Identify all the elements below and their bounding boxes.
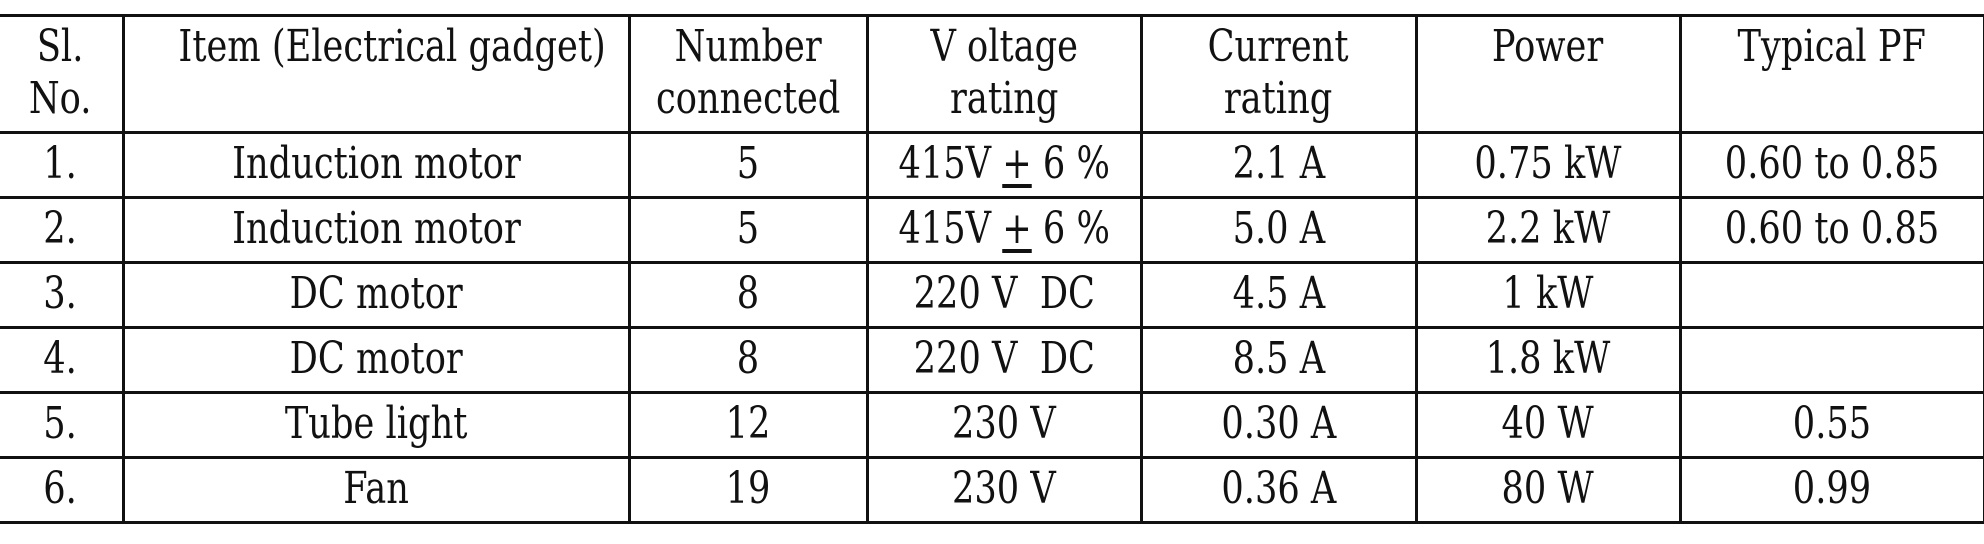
cell-pf: 0.55 xyxy=(1678,391,1984,459)
cell-voltage: 220 V DC xyxy=(865,326,1143,394)
cell-current: 2.1 A xyxy=(1139,131,1418,199)
cell-voltage: 230 V xyxy=(865,391,1143,459)
electrical-gadgets-table: Sl. No. Item (Electrical gadget) Number co… xyxy=(0,14,1984,524)
cell-sl-no: 5. xyxy=(0,391,125,459)
cell-current: 0.36 A xyxy=(1139,456,1418,524)
cell-power: 2.2 kW xyxy=(1414,196,1682,264)
cell-voltage: 220 V DC xyxy=(865,261,1143,329)
table-row: 3. DC motor 8 220 V DC 4.5 A 1 kW xyxy=(0,261,1984,329)
cell-item: Fan xyxy=(121,456,631,524)
cell-number: 12 xyxy=(627,391,869,459)
table-row: 2. Induction motor 5 415V + 6 % 5.0 A 2.… xyxy=(0,196,1984,264)
table-row: 1. Induction motor 5 415V + 6 % 2.1 A 0.… xyxy=(0,131,1984,199)
header-power: Power xyxy=(1414,14,1682,134)
cell-power: 1.8 kW xyxy=(1414,326,1682,394)
cell-number: 8 xyxy=(627,326,869,394)
table-row: 4. DC motor 8 220 V DC 8.5 A 1.8 kW xyxy=(0,326,1984,394)
cell-pf: 0.60 to 0.85 xyxy=(1678,196,1984,264)
cell-item: Induction motor xyxy=(121,196,631,264)
cell-current: 5.0 A xyxy=(1139,196,1418,264)
cell-number: 19 xyxy=(627,456,869,524)
cell-power: 1 kW xyxy=(1414,261,1682,329)
cell-item: Induction motor xyxy=(121,131,631,199)
plus-minus-symbol: + xyxy=(1002,138,1032,189)
cell-pf: 0.60 to 0.85 xyxy=(1678,131,1984,199)
header-typical-pf: Typical PF xyxy=(1678,14,1984,134)
header-voltage-rating: V oltage rating xyxy=(865,14,1143,134)
cell-number: 5 xyxy=(627,196,869,264)
cell-item: DC motor xyxy=(121,326,631,394)
header-number-connected: Number connected xyxy=(627,14,869,134)
cell-voltage: 230 V xyxy=(865,456,1143,524)
header-item: Item (Electrical gadget) xyxy=(121,14,631,134)
cell-item: DC motor xyxy=(121,261,631,329)
header-current-rating: Current rating xyxy=(1139,14,1418,134)
header-row: Sl. No. Item (Electrical gadget) Number co… xyxy=(0,14,1984,134)
cell-sl-no: 4. xyxy=(0,326,125,394)
cell-power: 80 W xyxy=(1414,456,1682,524)
cell-sl-no: 1. xyxy=(0,131,125,199)
cell-pf xyxy=(1678,326,1984,394)
cell-current: 0.30 A xyxy=(1139,391,1418,459)
cell-current: 8.5 A xyxy=(1139,326,1418,394)
cell-sl-no: 2. xyxy=(0,196,125,264)
cell-pf: 0.99 xyxy=(1678,456,1984,524)
cell-power: 0.75 kW xyxy=(1414,131,1682,199)
cell-power: 40 W xyxy=(1414,391,1682,459)
cell-pf xyxy=(1678,261,1984,329)
header-sl-no: Sl. No. xyxy=(0,14,125,134)
cell-voltage: 415V + 6 % xyxy=(865,131,1143,199)
cell-item: Tube light xyxy=(121,391,631,459)
table-row: 6. Fan 19 230 V 0.36 A 80 W 0.99 xyxy=(0,456,1984,524)
cell-current: 4.5 A xyxy=(1139,261,1418,329)
cell-sl-no: 3. xyxy=(0,261,125,329)
cell-number: 5 xyxy=(627,131,869,199)
cell-voltage: 415V + 6 % xyxy=(865,196,1143,264)
cell-number: 8 xyxy=(627,261,869,329)
table-row: 5. Tube light 12 230 V 0.30 A 40 W 0.55 xyxy=(0,391,1984,459)
plus-minus-symbol: + xyxy=(1002,203,1032,254)
cell-sl-no: 6. xyxy=(0,456,125,524)
